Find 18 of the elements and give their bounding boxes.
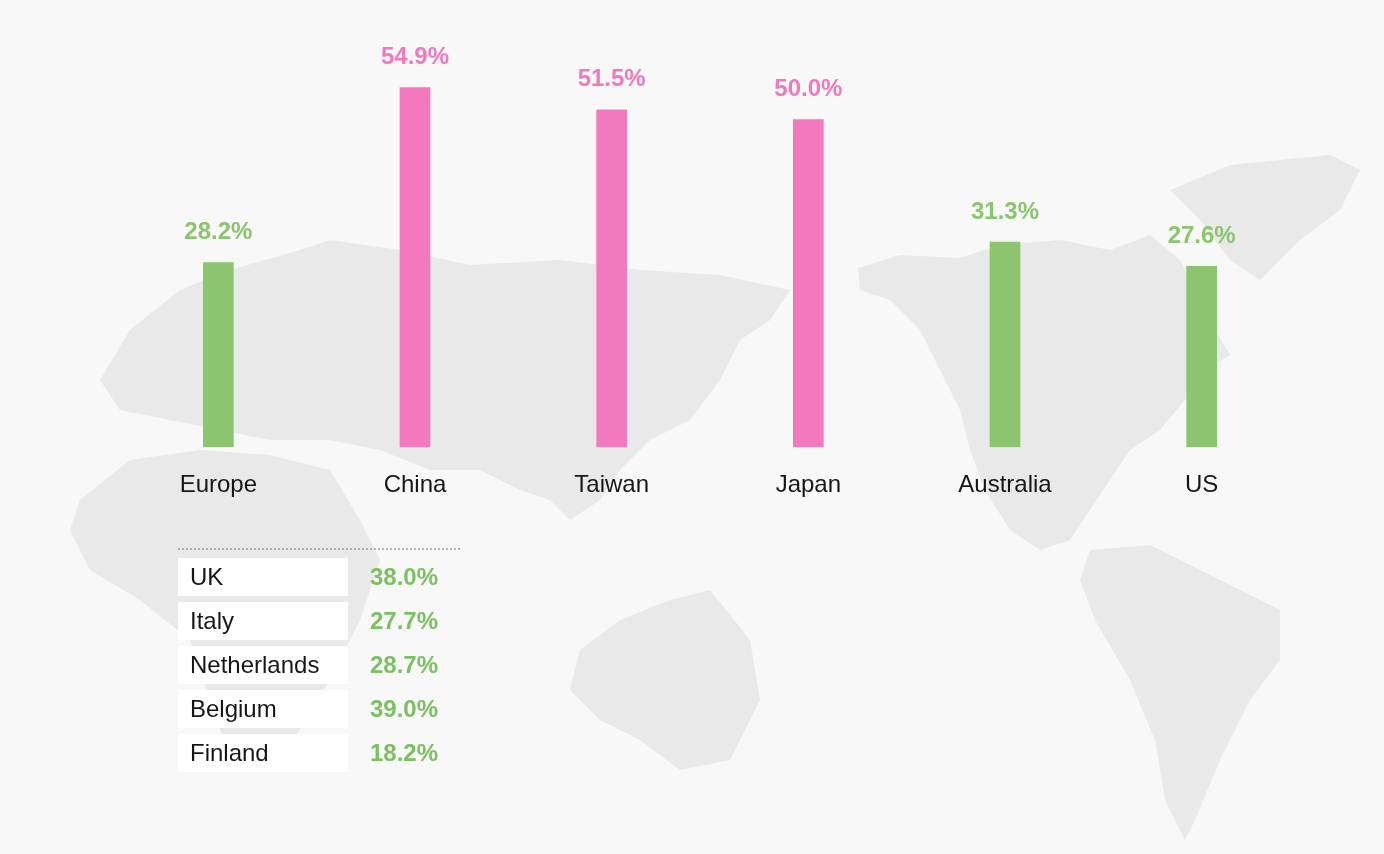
x-tick-label: Japan [775, 470, 842, 498]
data-label: 51.5% [577, 64, 646, 92]
x-tick-label: US [1184, 470, 1219, 498]
data-label: 54.9% [380, 42, 450, 70]
bar [989, 241, 1021, 448]
x-tick-label: Europe [179, 470, 258, 498]
data-label: 31.3% [970, 196, 1040, 224]
bar [793, 119, 824, 448]
bar [1186, 266, 1217, 448]
x-tick-label: Australia [958, 470, 1053, 498]
bar [399, 87, 431, 448]
x-tick-label: Taiwan [574, 470, 650, 498]
bar [596, 109, 627, 448]
bar [203, 262, 234, 448]
x-tick-label: China [383, 470, 447, 498]
data-label: 28.2% [184, 217, 253, 245]
data-label: 27.6% [1167, 221, 1236, 249]
data-label: 50.0% [774, 74, 843, 102]
